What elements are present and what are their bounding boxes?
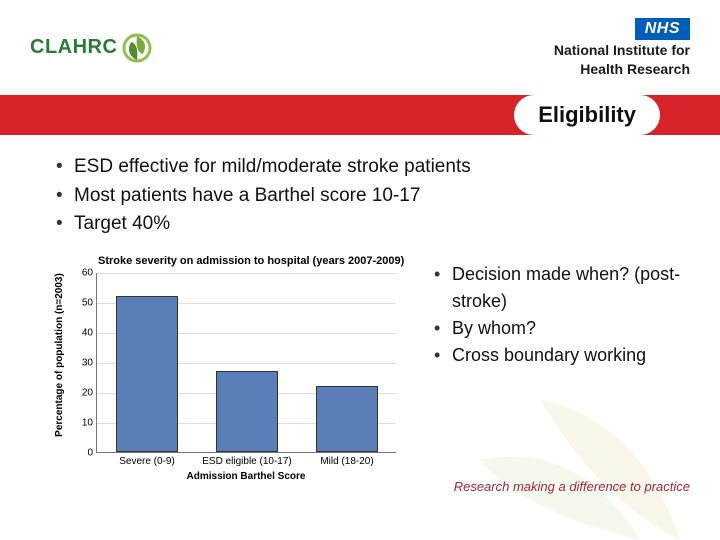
bullets-top: ESD effective for mild/moderate stroke p… [56,153,688,239]
bar-chart: Stroke severity on admission to hospital… [56,255,416,485]
chart-bar [216,371,278,452]
lower-row: Stroke severity on admission to hospital… [56,255,688,485]
list-item: Decision made when? (post-stroke) [434,261,688,315]
page-title: Eligibility [514,95,660,135]
chart-xtick: ESD eligible (10-17) [202,456,292,467]
nhs-line1: National Institute for [554,42,690,59]
footer-tagline: Research making a difference to practice [454,479,690,494]
chart-title: Stroke severity on admission to hospital… [98,255,416,267]
chart-ytick: 40 [73,327,93,338]
chart-ytick: 20 [73,387,93,398]
nhs-badge: NHS [635,18,690,40]
leaf-icon [121,32,153,64]
chart-ytick: 50 [73,297,93,308]
chart-xtick: Mild (18-20) [320,456,373,467]
bullets-right-wrap: Decision made when? (post-stroke) By who… [434,255,688,485]
list-item: Target 40% [56,210,688,239]
title-bar: Eligibility [0,95,720,135]
header: CLAHRC NHS National Institute for Health… [0,0,720,95]
chart-plot-area: 0102030405060Severe (0-9)ESD eligible (1… [96,273,396,453]
chart-xtick: Severe (0-9) [119,456,175,467]
chart-ytick: 10 [73,417,93,428]
chart-bar [316,386,378,452]
list-item: Most patients have a Barthel score 10-17 [56,182,688,211]
chart-ytick: 60 [73,267,93,278]
chart-xlabel: Admission Barthel Score [96,471,396,482]
list-item: ESD effective for mild/moderate stroke p… [56,153,688,182]
nhs-line2: Health Research [554,61,690,78]
chart-ylabel: Percentage of population (n=2003) [54,273,65,437]
list-item: Cross boundary working [434,342,688,369]
content: ESD effective for mild/moderate stroke p… [0,135,720,485]
chart-bar [116,296,178,452]
bullets-right: Decision made when? (post-stroke) By who… [434,261,688,369]
chart-ytick: 30 [73,357,93,368]
logo-clahrc: CLAHRC [30,32,153,64]
list-item: By whom? [434,315,688,342]
chart-ytick: 0 [73,447,93,458]
logo-text: CLAHRC [30,36,117,59]
logo-nhs: NHS National Institute for Health Resear… [554,18,690,78]
